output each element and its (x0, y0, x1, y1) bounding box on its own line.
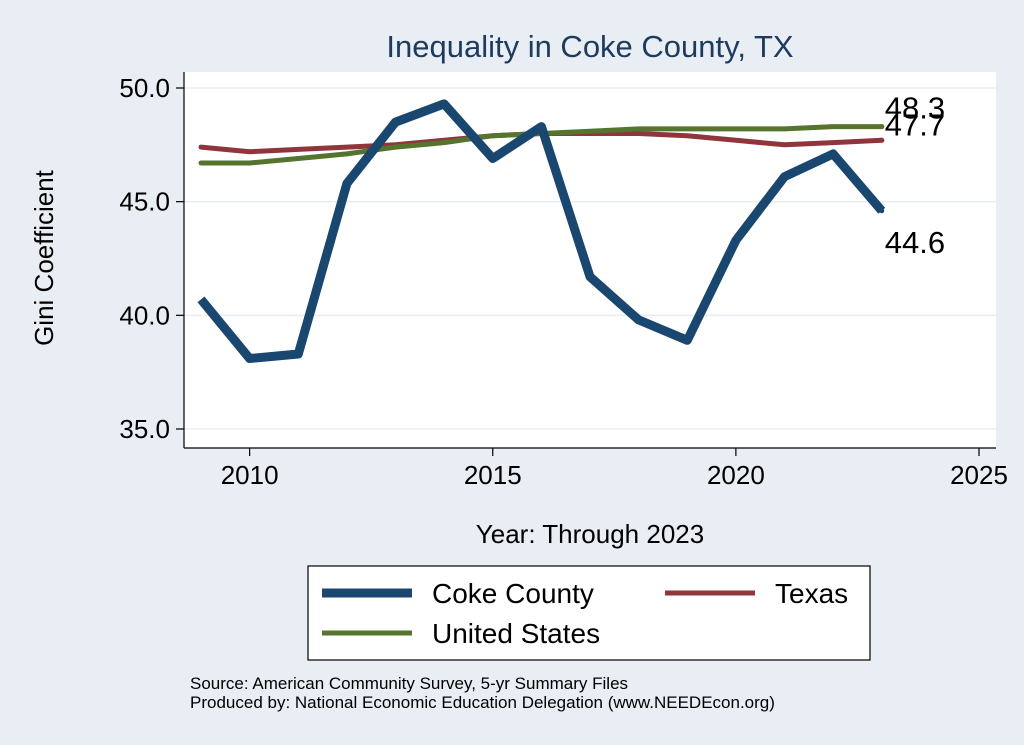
legend-box (307, 565, 871, 661)
y-tick-label: 40.0 (119, 300, 170, 330)
end-label-texas: 47.7 (885, 107, 945, 142)
y-ticks: 35.0 40.0 45.0 50.0 (119, 73, 184, 444)
y-tick-label: 50.0 (119, 73, 170, 103)
end-label-coke-county: 44.6 (885, 225, 945, 260)
series-lines (197, 99, 886, 363)
end-labels: 44.6 47.748.3 (885, 91, 945, 260)
series-end-point-coke-county (879, 208, 885, 214)
producer-note: Produced by: National Economic Education… (190, 693, 775, 712)
x-tick-label: 2015 (464, 460, 522, 490)
series-end-point-texas (879, 137, 885, 143)
legend-label-texas: Texas (775, 578, 848, 609)
legend: Coke County Texas United States (307, 565, 871, 661)
y-tick-label: 35.0 (119, 414, 170, 444)
x-tick-label: 2010 (221, 460, 279, 490)
x-tick-label: 2025 (950, 460, 1008, 490)
end-label-united-states: 48.3 (885, 91, 945, 126)
source-note: Source: American Community Survey, 5-yr … (190, 674, 628, 693)
gridlines (184, 87, 996, 430)
series-line-coke-county (197, 99, 886, 363)
x-axis-label: Year: Through 2023 (476, 519, 704, 549)
chart-title: Inequality in Coke County, TX (386, 29, 794, 64)
series-end-point-united-states (879, 124, 885, 130)
legend-label-coke-county: Coke County (432, 578, 594, 609)
x-tick-label: 2020 (707, 460, 765, 490)
y-axis-label: Gini Coefficient (29, 169, 59, 346)
legend-label-united-states: United States (432, 618, 600, 649)
x-ticks: 2010 2015 2020 2025 (221, 448, 1008, 490)
y-tick-label: 45.0 (119, 187, 170, 217)
